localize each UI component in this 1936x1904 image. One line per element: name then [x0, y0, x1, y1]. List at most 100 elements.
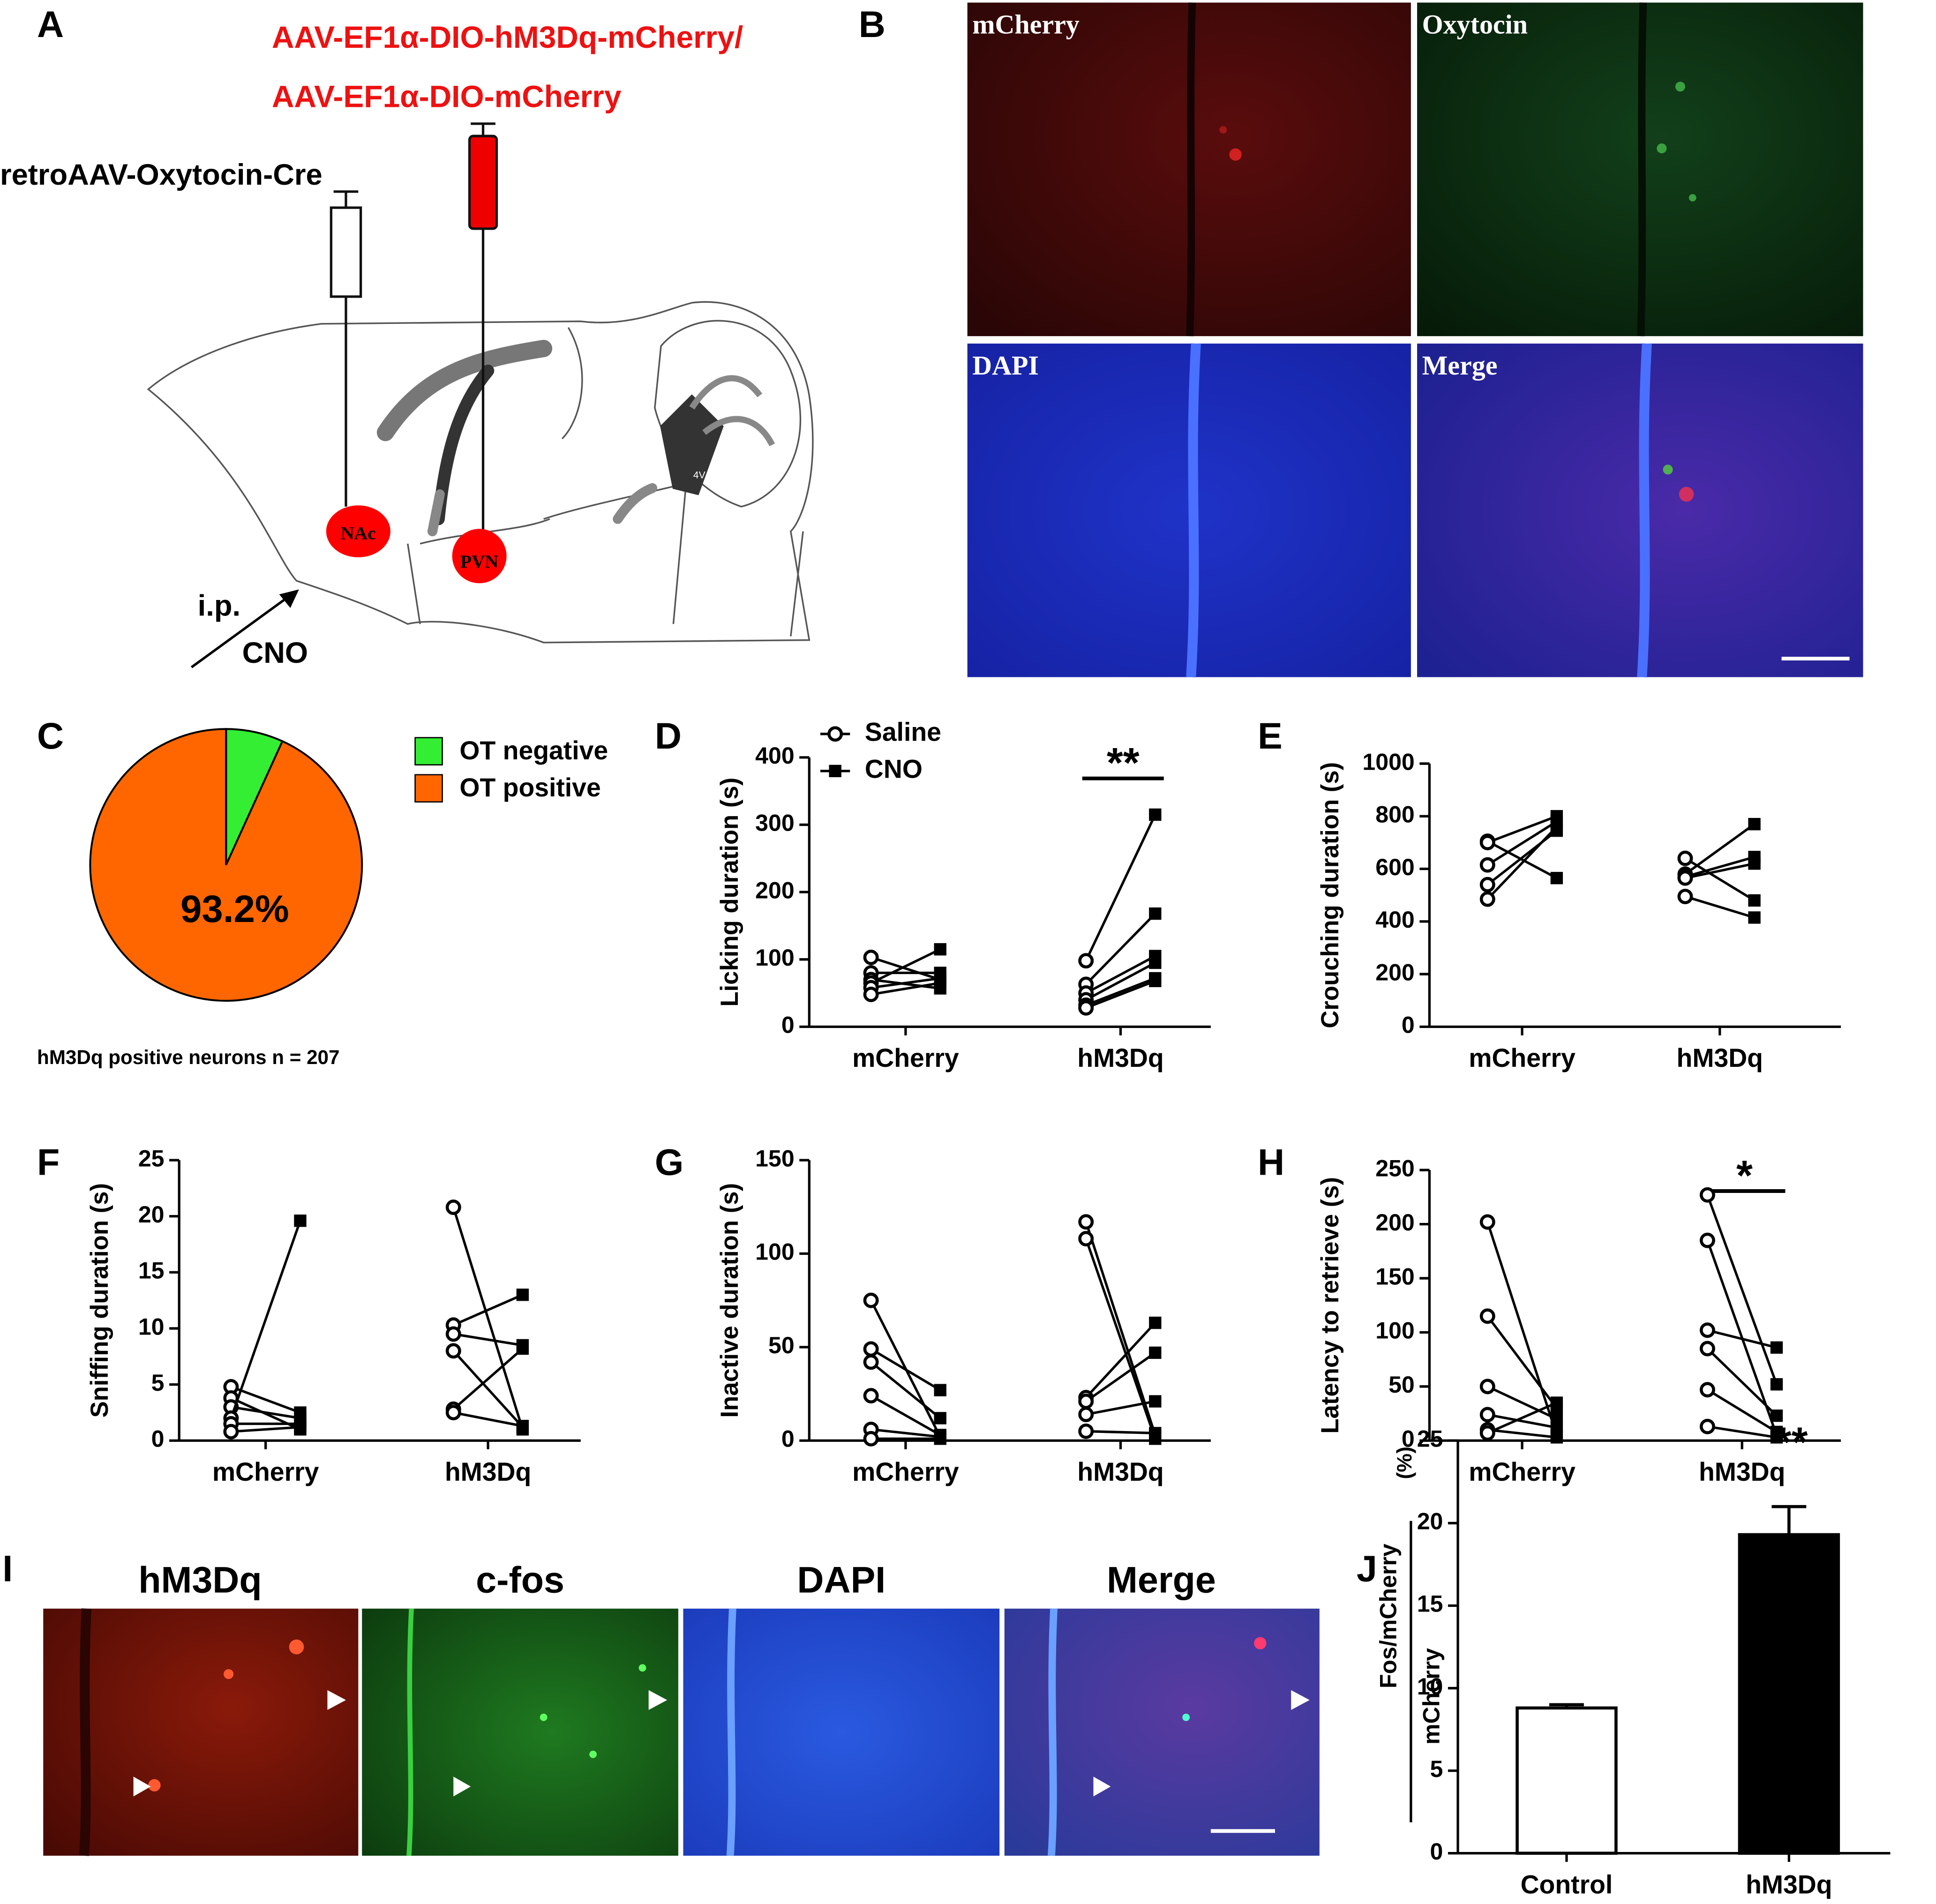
injection-label: i.p. [198, 590, 240, 622]
brain-diagram [147, 301, 814, 644]
y-tick-label: 25 [138, 1145, 165, 1171]
y-tick-label: 0 [1402, 1012, 1415, 1038]
cno-point [1149, 1427, 1162, 1439]
pair-line [452, 1350, 524, 1428]
y-tick-label: 100 [755, 1239, 795, 1265]
x-tick-label: mCherry [1469, 1457, 1576, 1486]
y-tick-label: 10 [138, 1313, 165, 1340]
x-tick-label: hM3Dq [1677, 1043, 1763, 1072]
saline-point [1699, 1418, 1715, 1434]
cno-point [934, 1432, 946, 1445]
cno-point [934, 1384, 946, 1396]
saline-point [1699, 1341, 1715, 1357]
panel-letter: I [2, 1548, 13, 1589]
saline-point [1078, 1423, 1094, 1439]
y-axis-label: Licking duration (s) [716, 778, 743, 1007]
y-axis-label: mCherry [1418, 1648, 1445, 1745]
cno-point [294, 1214, 307, 1227]
y-tick-label: 5 [1430, 1756, 1443, 1782]
legend-symbol [827, 726, 843, 742]
cno-point [1149, 1346, 1162, 1359]
pair-line [230, 1220, 301, 1419]
micrograph-label: c-fos [476, 1559, 564, 1600]
saline-point [863, 1341, 879, 1357]
cno-point [1149, 907, 1162, 920]
saline-point [1677, 850, 1693, 866]
cno-point [934, 1412, 946, 1424]
y-tick-label: 50 [768, 1332, 795, 1358]
cno-point [1149, 808, 1162, 821]
cno-point [1748, 818, 1761, 831]
saline-point [445, 1326, 461, 1342]
saline-point [863, 1431, 879, 1447]
saline-point [1699, 1187, 1715, 1203]
micrograph-label: Merge [1107, 1559, 1216, 1600]
pair-line [1085, 961, 1156, 1001]
micrograph-label: Merge [1422, 350, 1498, 381]
bar [1516, 1706, 1618, 1855]
micrograph-label: DAPI [797, 1559, 885, 1600]
pair-line [1487, 840, 1558, 879]
virus-label: AAV-EF1α-DIO-hM3Dq-mCherry/ [272, 20, 743, 54]
x-tick-label: hM3Dq [1699, 1457, 1785, 1486]
pair-line [870, 1394, 941, 1436]
pair-line [1086, 1430, 1156, 1435]
pair-line [1085, 980, 1156, 1009]
arrow-head [279, 589, 299, 608]
pie-slice [225, 728, 284, 866]
y-tick-label: 100 [755, 945, 795, 971]
x-tick-label: hM3Dq [445, 1457, 531, 1486]
pair-line [1684, 823, 1756, 875]
saline-point [1479, 877, 1495, 892]
y-tick-label: 200 [755, 877, 795, 903]
saline-point [1699, 1382, 1715, 1398]
nac-region [326, 505, 390, 557]
pair-line [1487, 1385, 1557, 1420]
pair-line [1487, 1413, 1557, 1429]
y-tick-label: 15 [138, 1258, 165, 1284]
panel-letter: C [37, 715, 64, 757]
saline-point [1677, 870, 1693, 886]
significance-label: ** [1775, 1419, 1808, 1466]
y-tick-label: 400 [755, 742, 795, 769]
cno-point [1748, 857, 1761, 870]
micrograph-label: Oxytocin [1422, 9, 1528, 40]
legend-swatch [414, 737, 443, 766]
cno-point [1550, 872, 1563, 885]
pair-line [1486, 825, 1558, 900]
y-tick-label: 200 [1375, 1209, 1415, 1236]
saline-point [1479, 1407, 1495, 1423]
region-label: NAc [341, 523, 376, 544]
pair-line [230, 1386, 301, 1414]
cno-point [1550, 1396, 1563, 1409]
saline-point [863, 1292, 879, 1308]
y-axis-label: Sniffing duration (s) [86, 1183, 113, 1418]
saline-point [1078, 1000, 1094, 1016]
y-axis-label: (%) [1393, 1447, 1416, 1479]
legend-swatch [414, 774, 443, 803]
y-tick-label: 0 [781, 1012, 795, 1038]
y-tick-label: 0 [151, 1426, 165, 1452]
y-axis-label: Fos/mCherry [1375, 1544, 1401, 1688]
pair-line [870, 977, 941, 989]
pair-line [1085, 955, 1156, 994]
pair-line [1085, 1351, 1156, 1402]
arrow [190, 597, 288, 668]
saline-point [1078, 1214, 1094, 1230]
panel-letter: D [655, 715, 682, 757]
cno-point [1149, 1395, 1162, 1408]
panel-letter: F [37, 1141, 60, 1183]
y-tick-label: 100 [1375, 1318, 1415, 1344]
saline-point [1479, 1379, 1495, 1394]
y-tick-label: 300 [755, 810, 795, 836]
pair-line [1486, 1222, 1558, 1436]
x-tick-label: mCherry [852, 1043, 959, 1072]
y-tick-label: 20 [138, 1201, 165, 1228]
y-axis-label: Crouching duration (s) [1316, 762, 1344, 1028]
saline-point [1078, 1394, 1094, 1409]
micrograph-label: DAPI [972, 350, 1039, 381]
drug-label: CNO [242, 637, 308, 669]
cno-point [934, 976, 946, 989]
